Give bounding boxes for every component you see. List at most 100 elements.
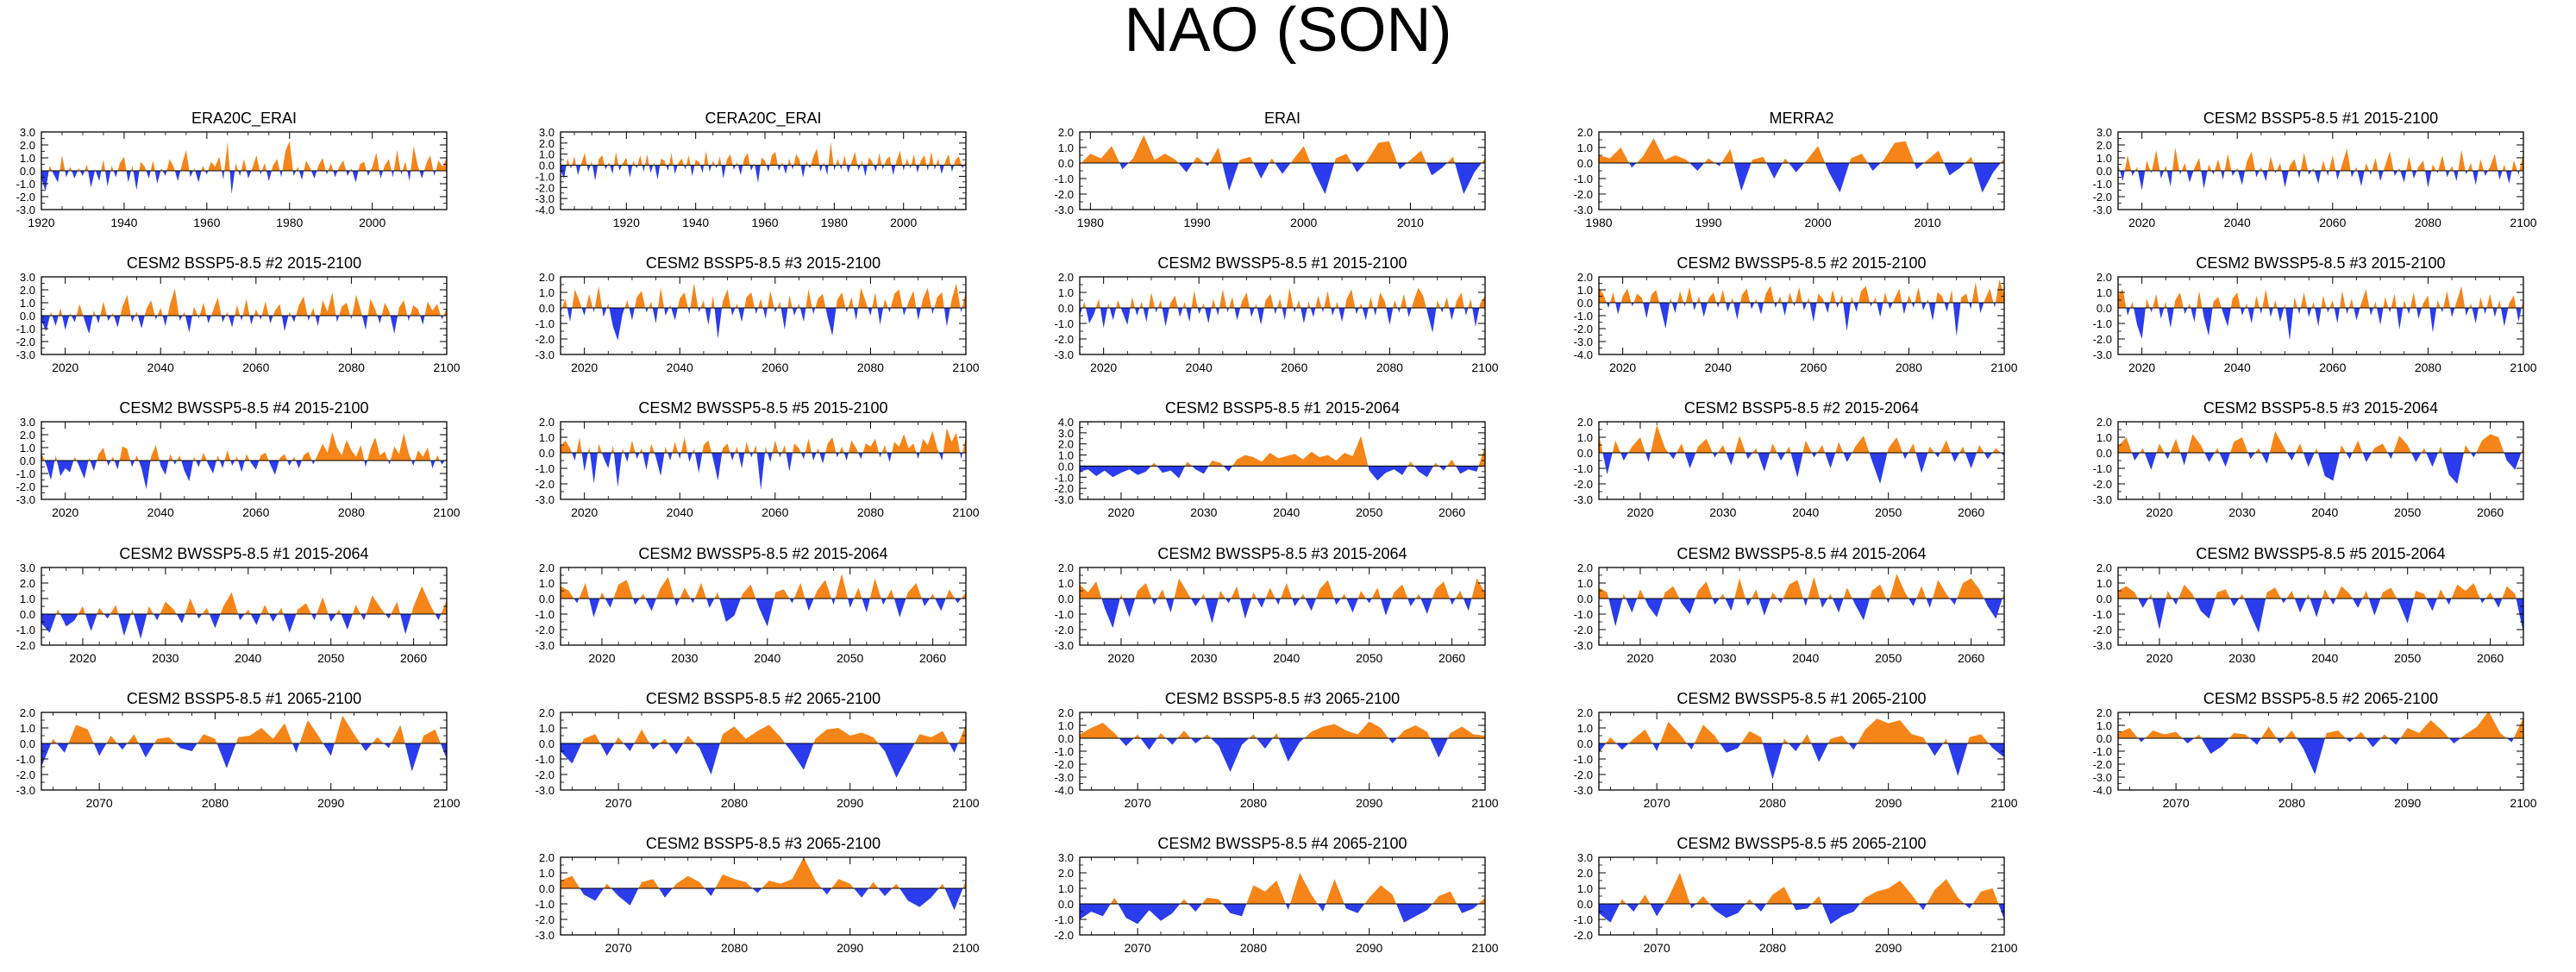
ytick-label: -1.0: [536, 898, 555, 911]
xtick-label: 2050: [1875, 505, 1902, 519]
ytick-label: -3.0: [1574, 784, 1593, 797]
ytick-label: -1.0: [1055, 471, 1074, 484]
ytick-label: 0.0: [539, 160, 555, 172]
ytick-label: -1.0: [1574, 608, 1593, 621]
xtick-label: 2060: [242, 505, 269, 519]
positive-area: [41, 586, 447, 614]
xtick-label: 2020: [2128, 216, 2155, 229]
ytick-label: -1.0: [1574, 753, 1593, 766]
ytick-label: -3.0: [16, 784, 35, 797]
ytick-label: -1.0: [1574, 462, 1593, 475]
xtick-label: 2100: [433, 505, 460, 519]
xtick-label: 2100: [1990, 796, 2017, 810]
xtick-label: 2080: [2415, 361, 2441, 374]
ytick-label: 2.0: [20, 139, 35, 152]
ytick-label: 0.0: [20, 310, 35, 323]
ytick-label: 2.0: [2097, 271, 2112, 284]
xtick-label: 2020: [2146, 651, 2172, 665]
ytick-label: 2.0: [1058, 271, 1074, 284]
ytick-label: -2.0: [16, 335, 35, 348]
plot-frame: [1598, 131, 2005, 210]
xtick-label: 2050: [1875, 651, 1902, 665]
ytick-label: -4.0: [1055, 784, 1074, 797]
xtick-label: 2030: [152, 651, 179, 665]
ytick-label: 3.0: [2097, 126, 2112, 139]
xtick-label: 2060: [242, 361, 269, 374]
xtick-label: 2100: [952, 941, 979, 955]
ytick-label: -3.0: [2093, 493, 2112, 506]
xtick-label: 2030: [1709, 651, 1736, 665]
xtick-label: 2100: [433, 361, 460, 374]
xtick-label: 2070: [1125, 796, 1151, 810]
ytick-label: 1.0: [1058, 449, 1074, 462]
ytick-label: 1.0: [20, 152, 35, 165]
panel-title: CESM2 BWSSP5-8.5 #3 2015-2064: [1157, 545, 1407, 562]
ytick-label: 4.0: [1058, 416, 1074, 429]
xtick-label: 2030: [2228, 505, 2255, 519]
ytick-label: 2.0: [1577, 867, 1593, 880]
xtick-label: 2060: [400, 651, 427, 665]
panel-8: CESM2 BWSSP5-8.5 #1 2015-2100 -3.0 -2.0 -1.…: [1055, 254, 1499, 374]
xtick-label: 2100: [2510, 361, 2536, 374]
xtick-label: 2080: [1759, 796, 1786, 810]
ytick-label: 3.0: [20, 271, 35, 284]
xtick-label: 2070: [1644, 796, 1670, 810]
xtick-label: 2060: [2477, 505, 2504, 519]
panel-title: CESM2 BSSP5-8.5 #2 2065-2100: [2203, 690, 2438, 707]
ytick-label: 0.0: [1058, 732, 1074, 745]
ytick-label: -1.0: [1574, 172, 1593, 185]
xtick-label: 2060: [2319, 216, 2346, 229]
panel-title: CESM2 BWSSP5-8.5 #5 2015-2064: [2196, 545, 2445, 562]
xtick-label: 2030: [1190, 651, 1217, 665]
xtick-label: 2050: [2394, 505, 2421, 519]
plot-frame: [41, 567, 448, 646]
panel-title: MERRA2: [1769, 110, 1833, 127]
ytick-label: 2.0: [20, 706, 35, 719]
ytick-label: 1.0: [1058, 882, 1074, 895]
ytick-label: 1.0: [1058, 577, 1074, 590]
ytick-label: -3.0: [1055, 493, 1074, 506]
ytick-label: -1.0: [2093, 178, 2112, 191]
xtick-label: 2060: [1958, 651, 1984, 665]
xtick-label: 2050: [2394, 651, 2421, 665]
positive-area: [1599, 718, 2004, 743]
ytick-label: -2.0: [1055, 333, 1074, 346]
panel-title: CESM2 BWSSP5-8.5 #5 2015-2100: [638, 399, 887, 417]
ytick-label: 1.0: [1577, 141, 1593, 154]
panel-26: CESM2 BSSP5-8.5 #3 2065-2100 -3.0 -2.0 -1.0…: [536, 835, 980, 955]
negative-area: [1599, 453, 2004, 484]
panel-17: CESM2 BWSSP5-8.5 #2 2015-2064 -3.0 -2.0 -1.…: [536, 545, 967, 665]
xtick-label: 2040: [1186, 361, 1213, 374]
ytick-label: 1.0: [20, 442, 35, 455]
ytick-label: 3.0: [539, 126, 555, 139]
ytick-label: 1.0: [1577, 284, 1593, 297]
xtick-label: 2060: [1438, 651, 1465, 665]
ytick-label: -1.0: [1574, 310, 1593, 323]
xtick-label: 2070: [1644, 941, 1670, 955]
negative-area: [2118, 453, 2523, 484]
ytick-label: 1.0: [539, 867, 555, 880]
ytick-label: 0.0: [539, 593, 555, 605]
ytick-label: 1.0: [1577, 882, 1593, 895]
ytick-label: 2.0: [1058, 706, 1074, 719]
ytick-label: -2.0: [2093, 191, 2112, 204]
positive-area: [41, 141, 447, 171]
ytick-label: -3.0: [536, 348, 555, 361]
ytick-label: -3.0: [1055, 639, 1074, 652]
xtick-label: 2060: [2319, 361, 2346, 374]
xtick-label: 2020: [2128, 361, 2155, 374]
ytick-label: 1.0: [1577, 431, 1593, 444]
negative-area: [1080, 163, 1485, 194]
xtick-label: 2100: [952, 796, 979, 810]
ytick-label: 0.0: [20, 737, 35, 750]
negative-area: [41, 743, 447, 772]
ytick-label: -3.0: [536, 639, 555, 652]
ytick-label: -2.0: [1574, 323, 1593, 335]
positive-area: [561, 283, 966, 308]
ytick-label: 0.0: [1058, 157, 1074, 170]
ytick-label: 1.0: [20, 297, 35, 310]
ytick-label: -3.0: [536, 493, 555, 506]
ytick-label: -2.0: [536, 181, 555, 194]
panel-15: CESM2 BSSP5-8.5 #3 2015-2064 -3.0 -2.0 -1.0…: [2093, 399, 2524, 519]
